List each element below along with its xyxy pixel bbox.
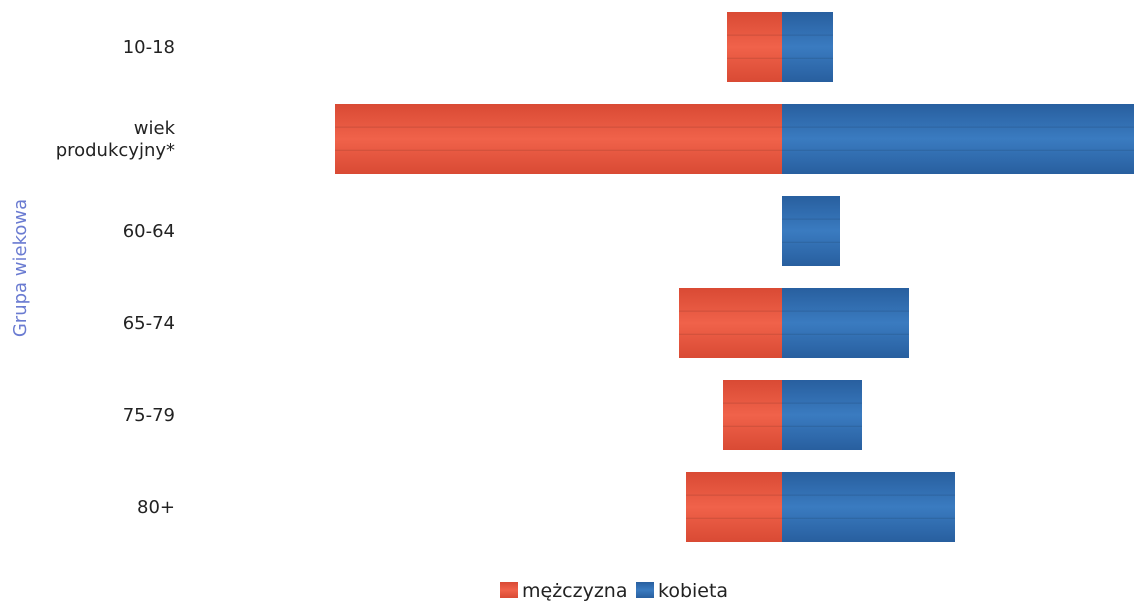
bar-kobieta-60-64 [782,196,840,266]
bars [335,12,1134,542]
legend-swatch-mezczyzna [500,582,518,598]
bar-kobieta-80 [782,472,955,542]
bar-kobieta-65-74 [782,288,909,358]
legend-label-mezczyzna: mężczyzna [522,580,628,602]
bar-mezczyzna-75-79 [723,380,782,450]
bar-mezczyzna-80 [686,472,782,542]
bar-mezczyzna-wiek-produkcyjny [335,104,782,174]
y-tick-label-60-64: 60-64 [123,221,175,242]
bar-kobieta-wiek-produkcyjny [782,104,1134,174]
bar-kobieta-10-18 [782,12,833,82]
bar-mezczyzna-65-74 [679,288,782,358]
y-tick-label-80: 80+ [137,497,175,518]
legend-swatch-kobieta [636,582,654,598]
bar-kobieta-75-79 [782,380,862,450]
y-tick-label-wiek-produkcyjny: wiek produkcyjny* [56,118,176,161]
legend-label-kobieta: kobieta [658,580,728,602]
bar-mezczyzna-10-18 [727,12,782,82]
y-axis-title: Grupa wiekowa [10,199,31,337]
y-tick-label-65-74: 65-74 [123,313,175,334]
y-tick-label-75-79: 75-79 [123,405,175,426]
legend: mężczyzna kobieta [500,580,728,602]
y-tick-label-10-18: 10-18 [123,37,175,58]
y-tick-labels: 10-18 wiek produkcyjny* 60-64 65-74 75-79 80+ [56,37,176,518]
